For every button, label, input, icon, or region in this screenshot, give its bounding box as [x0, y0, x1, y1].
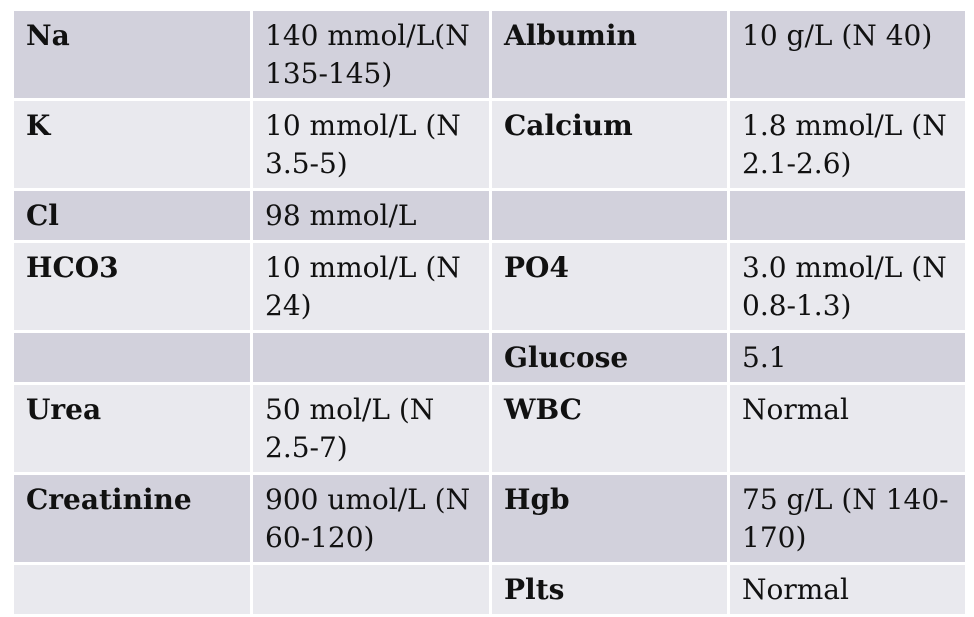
- analyte-value: [250, 330, 492, 385]
- analyte-name: Na: [11, 8, 253, 101]
- analyte-value: Normal: [727, 382, 968, 475]
- analyte-value: 140 mmol/L(N 135-145): [250, 8, 492, 101]
- table-row: Creatinine 900 umol/L (N 60-120) Hgb 75 …: [11, 472, 968, 565]
- table-row: HCO3 10 mmol/L (N 24) PO4 3.0 mmol/L (N …: [11, 240, 968, 333]
- analyte-value: Normal: [727, 562, 968, 617]
- analyte-name: [11, 562, 253, 617]
- analyte-name: Creatinine: [11, 472, 253, 565]
- analyte-name: Cl: [11, 188, 253, 243]
- analyte-name: Urea: [11, 382, 253, 475]
- analyte-value: 5.1: [727, 330, 968, 385]
- analyte-name: HCO3: [11, 240, 253, 333]
- analyte-value: [250, 562, 492, 617]
- table-row: Glucose 5.1: [11, 330, 968, 385]
- analyte-name: Hgb: [489, 472, 730, 565]
- analyte-value: 900 umol/L (N 60-120): [250, 472, 492, 565]
- analyte-value: 10 mmol/L (N 24): [250, 240, 492, 333]
- analyte-name: K: [11, 98, 253, 191]
- analyte-value: 98 mmol/L: [250, 188, 492, 243]
- analyte-name: Glucose: [489, 330, 730, 385]
- analyte-name: [11, 330, 253, 385]
- table-row: Na 140 mmol/L(N 135-145) Albumin 10 g/L …: [11, 8, 968, 101]
- analyte-name: [489, 188, 730, 243]
- analyte-value: 3.0 mmol/L (N 0.8-1.3): [727, 240, 968, 333]
- analyte-value: 10 mmol/L (N 3.5-5): [250, 98, 492, 191]
- analyte-name: Albumin: [489, 8, 730, 101]
- lab-results-table: Na 140 mmol/L(N 135-145) Albumin 10 g/L …: [11, 8, 968, 617]
- analyte-value: 10 g/L (N 40): [727, 8, 968, 101]
- analyte-name: Calcium: [489, 98, 730, 191]
- table-row: Urea 50 mol/L (N 2.5-7) WBC Normal: [11, 382, 968, 475]
- analyte-value: [727, 188, 968, 243]
- analyte-value: 75 g/L (N 140-170): [727, 472, 968, 565]
- table-row: Plts Normal: [11, 562, 968, 617]
- analyte-value: 1.8 mmol/L (N 2.1-2.6): [727, 98, 968, 191]
- analyte-name: Plts: [489, 562, 730, 617]
- analyte-value: 50 mol/L (N 2.5-7): [250, 382, 492, 475]
- table-row: K 10 mmol/L (N 3.5-5) Calcium 1.8 mmol/L…: [11, 98, 968, 191]
- analyte-name: PO4: [489, 240, 730, 333]
- table-row: Cl 98 mmol/L: [11, 188, 968, 243]
- analyte-name: WBC: [489, 382, 730, 475]
